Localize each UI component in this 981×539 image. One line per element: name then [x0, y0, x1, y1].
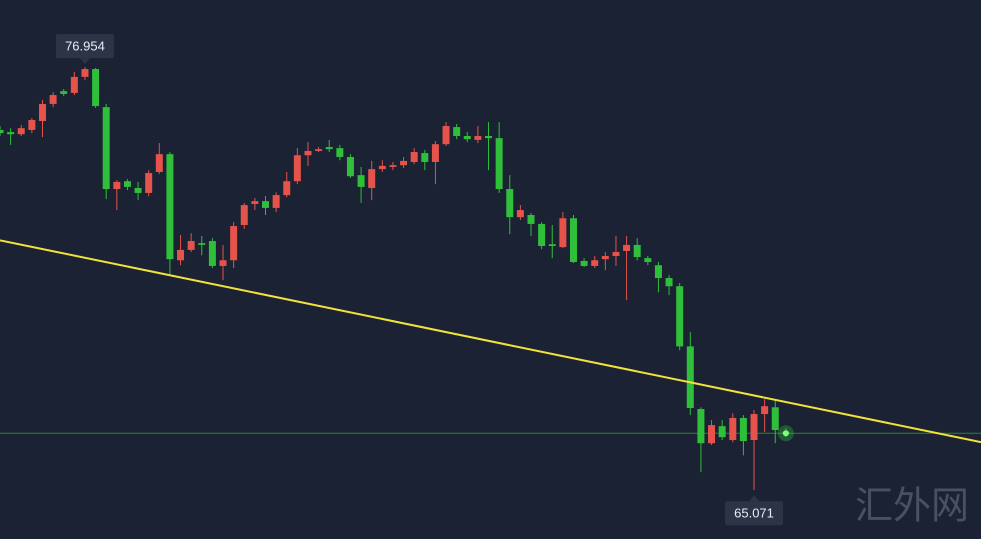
candle-body: [304, 150, 312, 156]
candle-body: [559, 218, 567, 248]
candle-body: [293, 155, 301, 182]
candle-body: [315, 149, 323, 151]
candle-body: [623, 244, 631, 251]
candle-body: [357, 175, 365, 187]
candle-body: [336, 148, 344, 158]
candle-body: [580, 260, 588, 266]
candle-body: [729, 417, 737, 441]
candle-body: [612, 252, 620, 256]
candle-body: [113, 181, 121, 190]
candle-body: [7, 132, 15, 135]
candle-body: [718, 426, 726, 438]
candle-body: [527, 215, 535, 224]
candle-body: [70, 76, 78, 93]
candle-body: [283, 181, 291, 196]
candle-body: [251, 201, 259, 204]
candle-body: [272, 195, 280, 208]
candle-body: [219, 260, 227, 266]
candle-body: [60, 91, 68, 94]
candle-body: [187, 241, 195, 250]
candle-body: [442, 126, 450, 145]
candle-body: [421, 153, 429, 162]
candle-body: [145, 173, 153, 193]
price-label-box: [55, 34, 114, 59]
price-label-pointer: [79, 58, 90, 65]
candle-body: [134, 187, 142, 193]
candle-body: [463, 135, 471, 140]
candle-body: [346, 157, 354, 177]
candle-body: [654, 265, 662, 279]
candle-body: [495, 138, 503, 190]
price-label: 76.954: [65, 39, 105, 54]
candle-body: [400, 160, 408, 166]
candle-body: [697, 409, 705, 444]
candle-body: [378, 165, 386, 170]
candle-body: [389, 165, 397, 167]
price-label-box: [725, 501, 784, 526]
candle-body: [485, 135, 493, 139]
candle-body: [17, 128, 25, 135]
candle-body: [262, 201, 269, 208]
candle-body: [28, 119, 36, 130]
candle-body: [708, 425, 716, 444]
candle-body: [644, 258, 652, 263]
candle-body: [230, 226, 238, 261]
candle-body: [208, 241, 216, 266]
candle-body: [0, 129, 4, 134]
candle-body: [676, 286, 684, 347]
candle-body: [198, 243, 206, 245]
candle-body: [761, 406, 769, 415]
candle-body: [81, 69, 89, 77]
candle-body: [123, 181, 131, 187]
candle-body: [750, 414, 758, 441]
candle-body: [431, 144, 439, 162]
candle-body: [240, 205, 248, 225]
candle-body: [102, 107, 110, 190]
price-label-pointer: [749, 495, 760, 502]
candle-body: [155, 154, 163, 172]
candle-body: [591, 260, 599, 266]
candle-body: [166, 154, 174, 260]
candle-body: [516, 210, 524, 218]
candle-body: [177, 249, 185, 261]
candle-body: [548, 244, 556, 247]
candle-body: [325, 147, 333, 150]
candle-body: [665, 278, 673, 287]
candle-body: [38, 103, 46, 122]
trendline: [0, 239, 981, 444]
candle-body: [410, 152, 418, 162]
candle-body: [506, 189, 514, 218]
candle-body: [49, 95, 57, 104]
candle-body: [771, 407, 779, 431]
candle-body: [453, 127, 461, 136]
price-label: 65.071: [734, 506, 774, 521]
candle-body: [601, 255, 609, 260]
candle-body: [739, 417, 747, 442]
watermark: 汇外网: [855, 484, 969, 528]
candle-body: [569, 218, 577, 263]
candle-body: [633, 244, 641, 258]
candle-body: [368, 169, 376, 188]
candle-body: [474, 135, 482, 140]
current-dot: [782, 430, 789, 437]
candle-body: [538, 223, 546, 247]
candle-body: [686, 346, 694, 408]
candle-body: [92, 69, 100, 107]
